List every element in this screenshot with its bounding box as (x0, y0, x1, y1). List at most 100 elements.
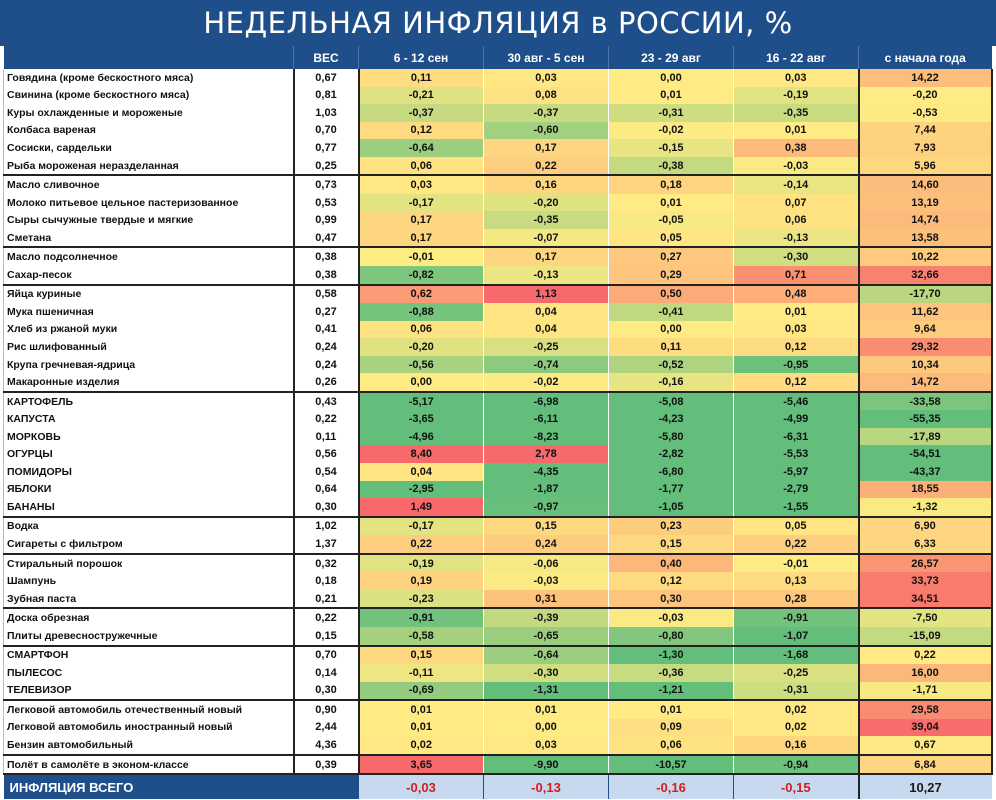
cell-week-4: 0,48 (733, 283, 859, 304)
cell-week-3: -0,15 (608, 139, 734, 157)
cell-week-4: -5,46 (733, 390, 859, 411)
cell-week-1: -0,20 (358, 338, 484, 356)
row-weight: 2,44 (292, 718, 360, 737)
cell-week-4: 0,01 (733, 121, 859, 140)
cell-week-2: -9,90 (483, 753, 609, 776)
row-name: Сигареты с фильтром (3, 535, 294, 554)
cell-week-3: -10,57 (608, 753, 734, 776)
cell-ytd: 10,22 (857, 246, 993, 267)
cell-ytd: 34,51 (857, 589, 993, 609)
cell-week-3: 0,06 (608, 736, 734, 755)
table-row: Сахар-песок 0,38 -0,82 -0,13 0,29 0,71 32,66 (3, 266, 993, 285)
row-weight: 0,24 (292, 355, 360, 374)
cell-week-1: 0,03 (358, 174, 484, 194)
cell-week-1: -5,17 (358, 390, 484, 411)
cell-week-2: -0,13 (483, 266, 609, 285)
row-name: Свинина (кроме бескостного мяса) (3, 86, 294, 105)
cell-week-2: -0,03 (483, 572, 609, 590)
cell-ytd: 14,72 (857, 373, 993, 392)
row-weight: 0,58 (292, 283, 360, 304)
cell-week-1: -0,56 (358, 355, 484, 374)
cell-week-4: -4,99 (733, 410, 859, 428)
cell-week-4: 0,02 (733, 718, 859, 737)
row-weight: 0,41 (292, 320, 360, 339)
cell-week-2: 0,04 (483, 320, 609, 339)
cell-week-2: 0,03 (483, 69, 609, 87)
table-row: КАПУСТА 0,22 -3,65 -6,11 -4,23 -4,99 -55,35 (3, 410, 993, 428)
cell-week-2: -0,97 (483, 498, 609, 517)
row-name: Легковой автомобиль иностранный новый (3, 718, 294, 737)
row-weight: 0,99 (292, 211, 360, 229)
cell-ytd: 32,66 (857, 266, 993, 285)
cell-week-3: -5,80 (608, 427, 734, 446)
cell-week-1: 0,06 (358, 156, 484, 176)
cell-week-3: 0,09 (608, 718, 734, 737)
row-weight: 0,67 (292, 69, 360, 87)
cell-week-4: -0,94 (733, 753, 859, 776)
cell-week-4: 0,12 (733, 338, 859, 356)
row-name: БАНАНЫ (3, 498, 294, 517)
cell-week-4: 0,13 (733, 572, 859, 590)
row-weight: 0,38 (292, 266, 360, 285)
total-label: ИНФЛЯЦИЯ ВСЕГО (3, 774, 294, 800)
table-row: Сыры сычужные твердые и мягкие 0,99 0,17 -0… (3, 211, 993, 229)
cell-ytd: -17,70 (857, 283, 993, 304)
row-name: Стиральный порошок (3, 552, 294, 573)
cell-week-3: 0,23 (608, 515, 734, 536)
cell-week-3: 0,27 (608, 246, 734, 267)
cell-week-4: -6,31 (733, 427, 859, 446)
row-name: Шампунь (3, 572, 294, 590)
cell-week-2: -1,31 (483, 681, 609, 701)
table-row: Молоко питьевое цельное пастеризованное 0… (3, 193, 993, 212)
cell-week-3: -1,77 (608, 480, 734, 499)
cell-week-4: -5,97 (733, 463, 859, 481)
row-name: Макаронные изделия (3, 373, 294, 392)
cell-ytd: 26,57 (857, 552, 993, 573)
cell-week-4: -0,13 (733, 228, 859, 248)
table-row: Масло сливочное 0,73 0,03 0,16 0,18 -0,14 14,6… (3, 174, 993, 194)
table-row: Крупа гречневая-ядрица 0,24 -0,56 -0,74 -0,5… (3, 355, 993, 374)
cell-ytd: -54,51 (857, 445, 993, 464)
cell-week-2: -0,25 (483, 338, 609, 356)
total-week-2: -0,13 (483, 774, 609, 800)
table-row: Хлеб из ржаной муки 0,41 0,06 0,04 0,00 0,03 9… (3, 320, 993, 339)
table-row: Стиральный порошок 0,32 -0,19 -0,06 0,40 -0,0… (3, 552, 993, 573)
row-name: Зубная паста (3, 589, 294, 609)
cell-week-4: 0,38 (733, 139, 859, 157)
cell-week-1: 0,12 (358, 121, 484, 140)
cell-ytd: -17,89 (857, 427, 993, 446)
cell-week-1: 0,17 (358, 211, 484, 229)
cell-week-4: 0,01 (733, 303, 859, 321)
cell-week-3: -1,30 (608, 644, 734, 665)
table-row: Свинина (кроме бескостного мяса) 0,81 -0,2… (3, 86, 993, 105)
row-weight: 1,02 (292, 515, 360, 536)
cell-week-1: 8,40 (358, 445, 484, 464)
cell-ytd: 14,60 (857, 174, 993, 194)
cell-week-3: 0,30 (608, 589, 734, 609)
cell-week-3: -4,23 (608, 410, 734, 428)
cell-week-4: -1,68 (733, 644, 859, 665)
cell-week-4: -0,19 (733, 86, 859, 105)
cell-week-1: -0,01 (358, 246, 484, 267)
cell-week-2: 0,04 (483, 303, 609, 321)
cell-week-3: -1,05 (608, 498, 734, 517)
cell-week-3: -0,31 (608, 104, 734, 122)
table-row: БАНАНЫ 0,30 1,49 -0,97 -1,05 -1,55 -1,32 (3, 498, 993, 517)
total-week-3: -0,16 (608, 774, 734, 800)
cell-week-1: 0,62 (358, 283, 484, 304)
header-week-4: 16 - 22 авг (733, 46, 859, 69)
cell-week-3: 0,01 (608, 193, 734, 212)
cell-week-2: 0,01 (483, 699, 609, 719)
chart-title: НЕДЕЛЬНАЯ ИНФЛЯЦИЯ в РОССИИ, % (0, 0, 996, 46)
cell-ytd: -0,53 (857, 104, 993, 122)
cell-week-3: -0,41 (608, 303, 734, 321)
row-weight: 0,32 (292, 552, 360, 573)
row-weight: 0,22 (292, 410, 360, 428)
cell-week-4: 0,12 (733, 373, 859, 392)
row-weight: 0,70 (292, 121, 360, 140)
cell-ytd: 6,33 (857, 535, 993, 554)
cell-ytd: -0,20 (857, 86, 993, 105)
cell-week-4: -0,03 (733, 156, 859, 176)
cell-week-4: -1,07 (733, 626, 859, 646)
cell-week-4: -0,95 (733, 355, 859, 374)
